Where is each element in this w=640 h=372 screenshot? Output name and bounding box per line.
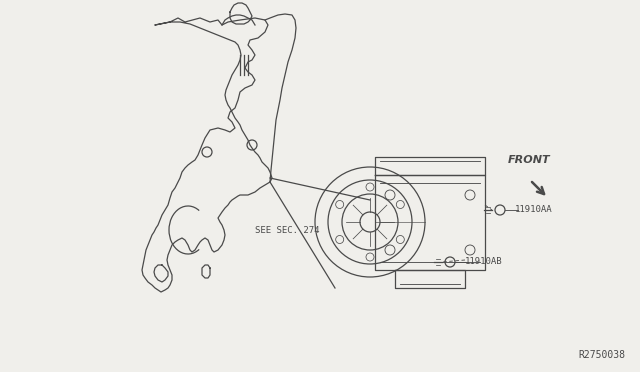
Text: 11910AA: 11910AA — [515, 205, 552, 215]
Text: R2750038: R2750038 — [578, 350, 625, 360]
Text: FRONT: FRONT — [508, 155, 550, 165]
Text: 11910AB: 11910AB — [465, 257, 502, 266]
Text: SEE SEC. 274: SEE SEC. 274 — [255, 226, 319, 235]
